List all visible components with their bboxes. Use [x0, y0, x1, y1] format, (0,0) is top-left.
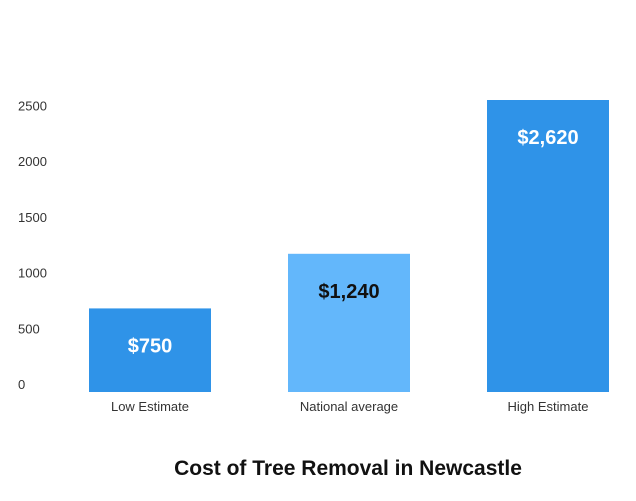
y-tick-label: 1000 [18, 266, 47, 281]
x-tick-label: National average [300, 399, 398, 414]
data-label: $1,240 [318, 281, 379, 303]
y-tick-label: 2000 [18, 154, 47, 169]
x-tick-label: High Estimate [508, 399, 589, 414]
y-tick-label: 1500 [18, 210, 47, 225]
bars-group [89, 100, 609, 392]
y-tick-label: 0 [18, 377, 25, 392]
data-label: $750 [128, 335, 173, 357]
x-tick-label: Low Estimate [111, 399, 189, 414]
data-labels-group: $750 $1,240 $2,620 [128, 127, 579, 357]
x-axis: Low Estimate National average High Estimat… [111, 399, 588, 414]
bar [487, 100, 609, 392]
y-tick-label: 500 [18, 321, 40, 336]
y-axis: 0 500 1000 1500 2000 2500 [18, 98, 47, 392]
data-label: $2,620 [517, 127, 578, 149]
bar [89, 308, 211, 392]
chart-title: Cost of Tree Removal in Newcastle [174, 457, 522, 480]
y-tick-label: 2500 [18, 98, 47, 113]
bar [288, 253, 410, 392]
